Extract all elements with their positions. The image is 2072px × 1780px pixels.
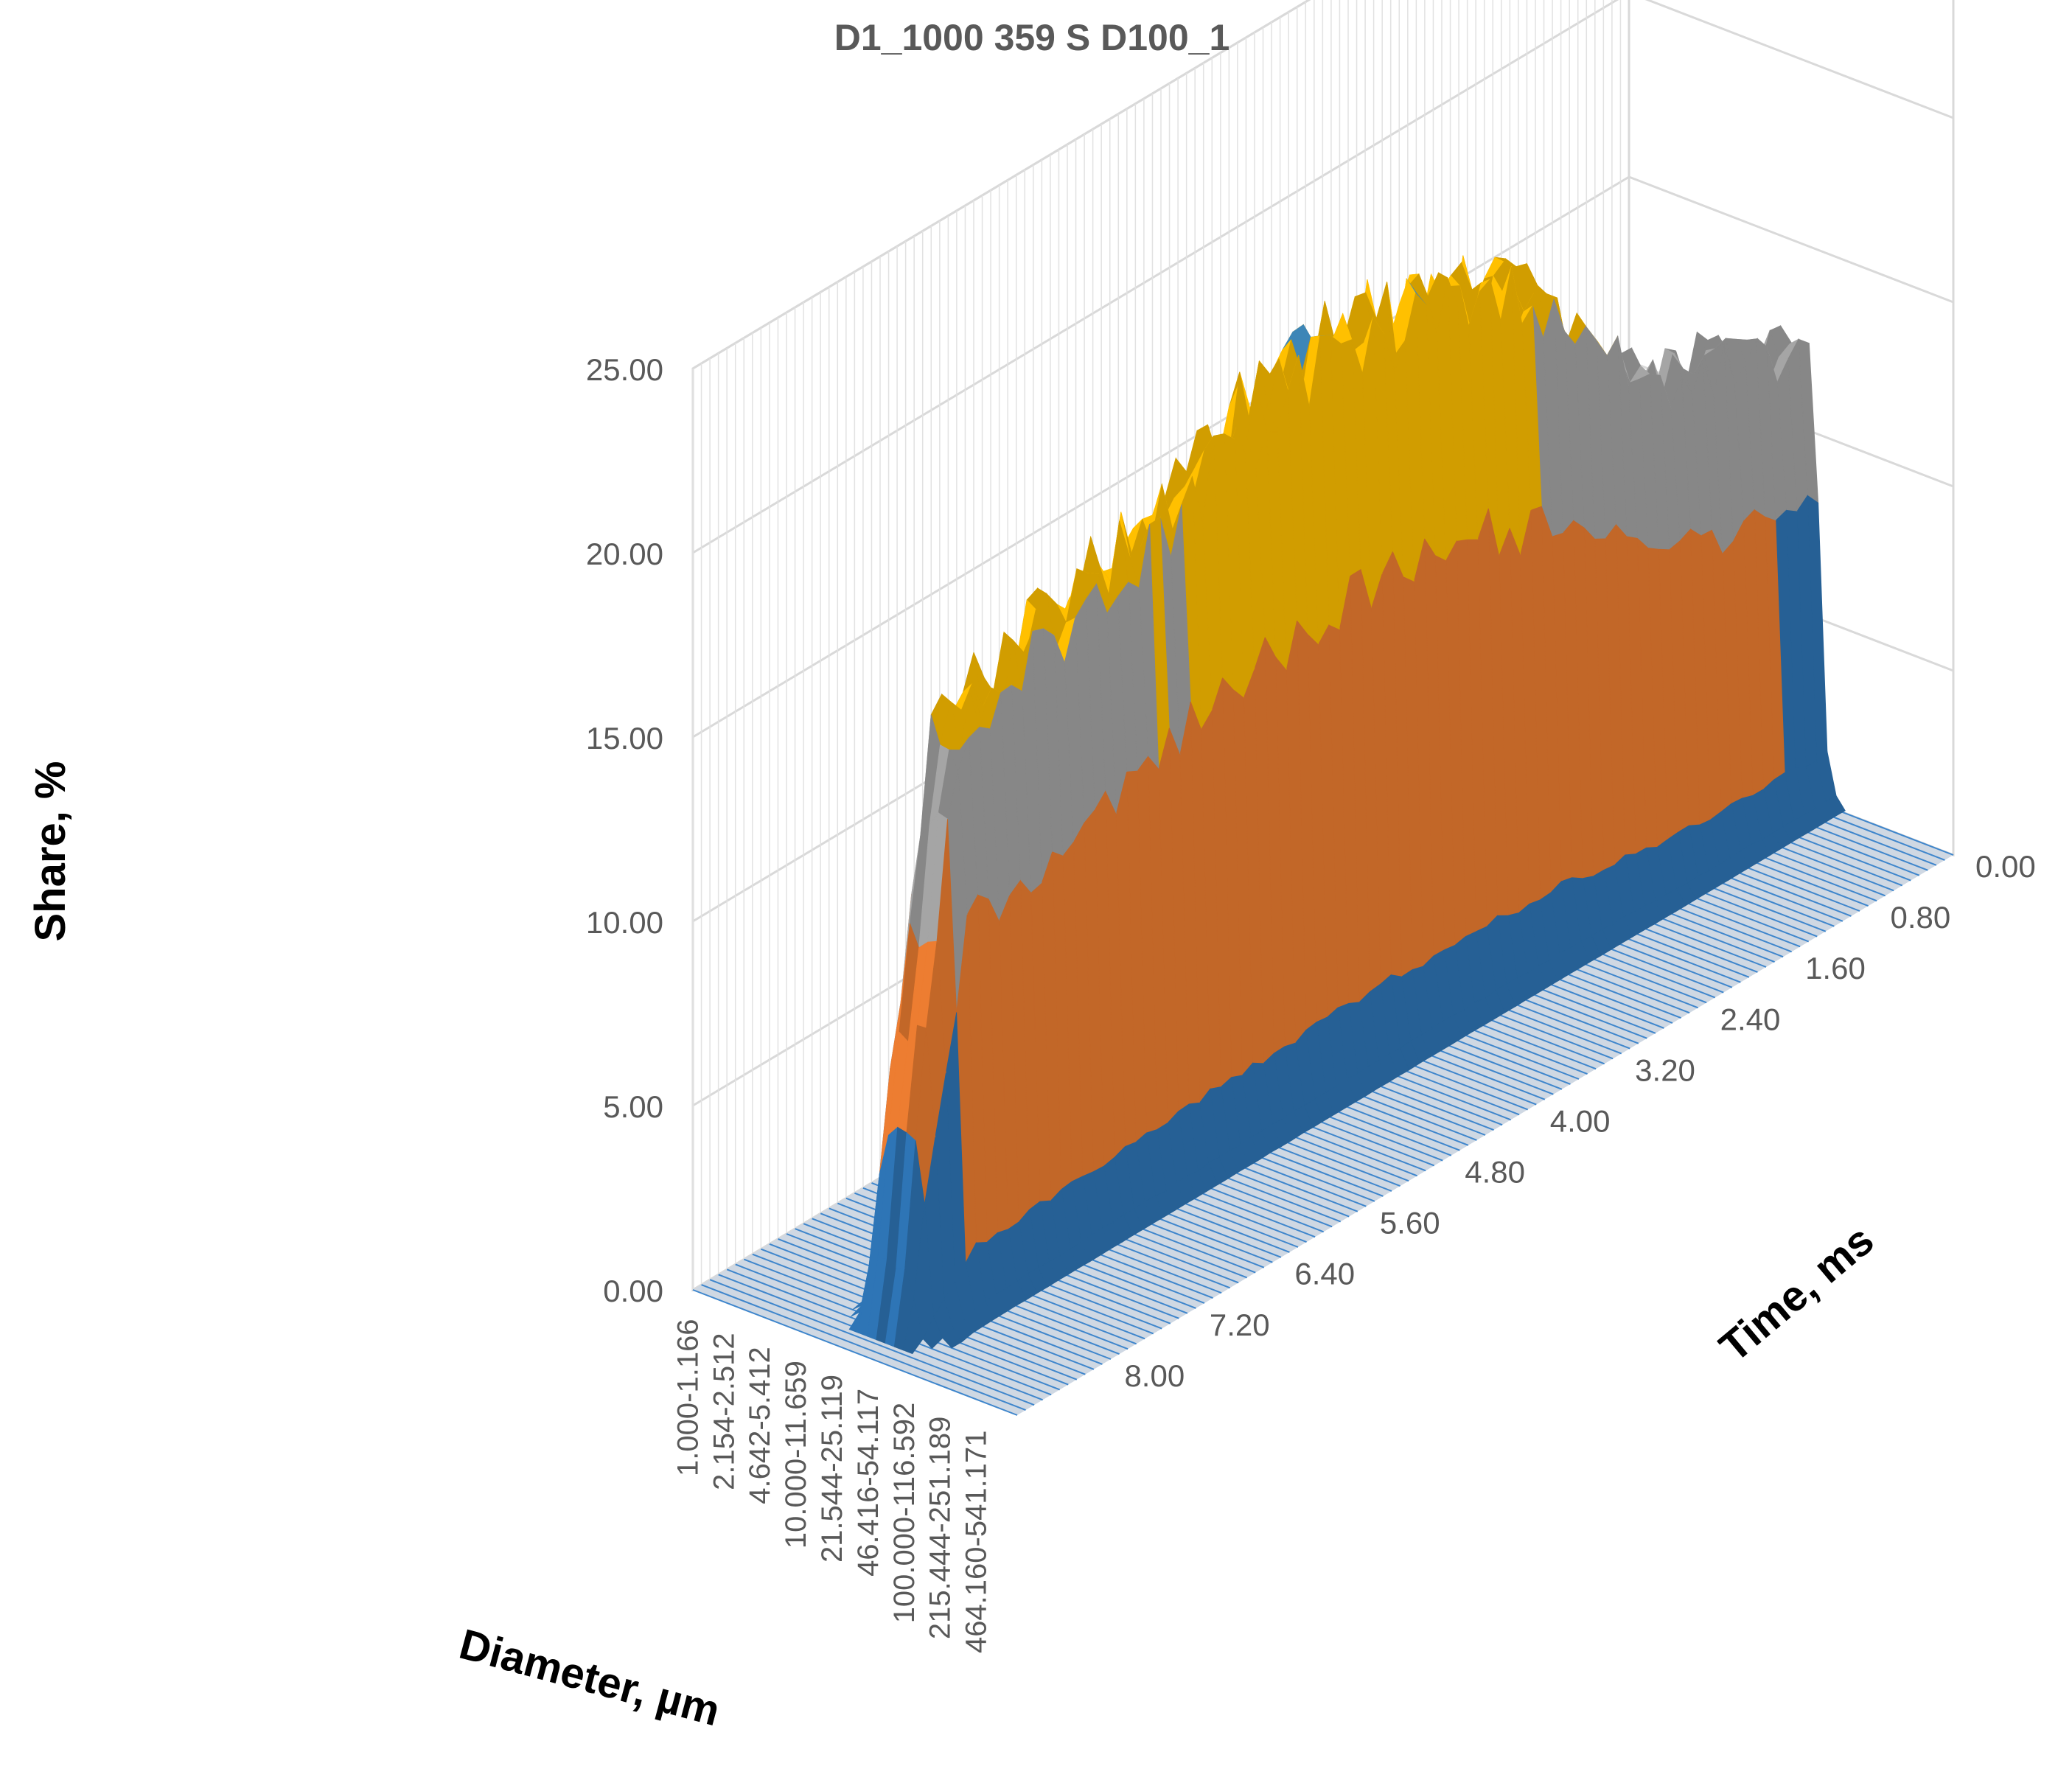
y-tick-label: 2.40 [1720,1002,1781,1036]
y-axis-title: Time, ms [1711,1216,1883,1372]
y-tick-label: 7.20 [1210,1308,1270,1342]
floor-line [709,1279,1035,1406]
x-axis-title: Diameter, µm [455,1620,725,1736]
z-tick-label: 0.00 [603,1274,663,1308]
chart-title: D1_1000 359 S D100_1 [834,17,1230,58]
x-tick-label: 215.444-251.189 [924,1417,957,1639]
y-tick-label: 8.00 [1124,1358,1185,1393]
z-tick-label: 20.00 [586,537,663,571]
y-tick-label: 3.20 [1635,1053,1695,1087]
x-tick-label: 21.544-25.119 [816,1375,848,1563]
y-tick-label: 5.60 [1380,1206,1440,1240]
z-tick-label: 25.00 [586,352,663,387]
y-tick-label: 4.80 [1465,1155,1525,1190]
y-tick-label: 0.80 [1891,900,1951,935]
z-tick-label: 5.00 [603,1089,663,1124]
chart-surface [848,255,1846,1355]
floor-line [692,1289,1018,1416]
x-tick-label: 4.642-5.412 [744,1347,776,1504]
y-tick-label: 0.00 [1975,849,2036,884]
floor-line [701,1284,1026,1411]
x-tick-label: 1.000-1.166 [672,1319,704,1476]
x-tick-label: 46.416-54.117 [852,1389,885,1577]
x-tick-label: 100.000-116.592 [888,1403,921,1624]
z-axis-title: Share, % [27,761,74,942]
x-tick-label: 464.160-541.171 [960,1431,993,1654]
side-wall-gridline [1644,0,1954,119]
side-wall-gridline [1628,175,1954,304]
x-tick-label: 2.154-2.512 [708,1333,740,1490]
x-tick-label: 10.000-11.659 [780,1361,812,1549]
y-tick-label: 4.00 [1550,1103,1611,1138]
y-tick-label: 6.40 [1294,1257,1355,1291]
y-tick-label: 1.60 [1805,951,1866,985]
surface-facet [942,1328,963,1349]
surface-facet [903,1298,924,1355]
z-tick-label: 10.00 [586,905,663,940]
z-tick-label: 15.00 [586,721,663,755]
surface-facet [922,1316,943,1350]
